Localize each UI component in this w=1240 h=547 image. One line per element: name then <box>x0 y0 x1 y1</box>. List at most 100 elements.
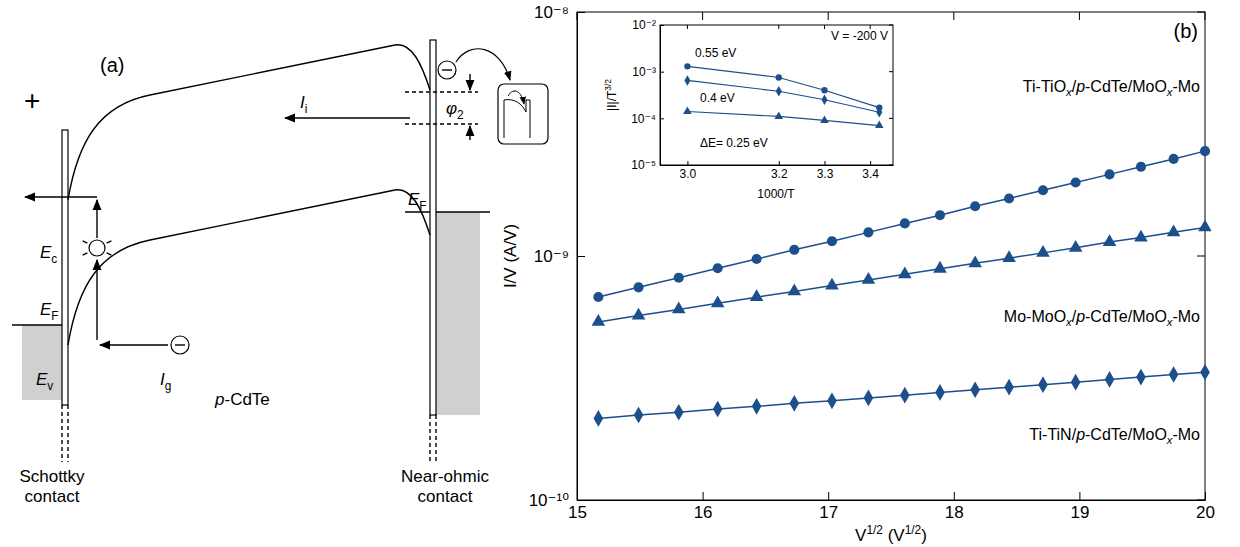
marker <box>1069 240 1083 252</box>
text-line: Near-ohmic <box>401 467 489 486</box>
y-tick-label: 10⁻³ <box>632 65 656 79</box>
text-part: 1/2 <box>905 523 922 537</box>
x-tick-label: 3.0 <box>680 167 697 181</box>
marker <box>1038 185 1048 195</box>
x-tick: 18 <box>945 492 964 522</box>
marker <box>863 227 873 237</box>
text-part: -Mo <box>1172 78 1200 95</box>
x-tick-mark-top <box>1079 12 1080 20</box>
arrow-left <box>285 117 410 118</box>
interface-right <box>430 40 436 415</box>
annotation: 0.55 eV <box>695 46 736 60</box>
marker <box>684 63 690 69</box>
y-tick-mark-right <box>889 25 893 26</box>
y-tick-mark-right <box>889 118 893 119</box>
text-line: contact <box>25 487 80 506</box>
text-part: E <box>408 190 420 209</box>
y-axis-title: I/V (A/V) <box>501 224 520 288</box>
series-line <box>687 80 879 112</box>
x-tick-label: 3.2 <box>771 167 788 181</box>
x-tick: 3.4 <box>862 161 879 181</box>
x-axis-line <box>578 500 1206 501</box>
level-dash <box>405 123 478 124</box>
x-axis-title: 1000/T <box>757 187 795 201</box>
y-tick-mark <box>577 256 585 257</box>
marker <box>634 407 644 424</box>
arrow-up <box>96 200 97 238</box>
x-tick-label: 16 <box>694 503 713 522</box>
marker <box>774 111 783 118</box>
diagram-label: Schottkycontact <box>19 467 85 506</box>
marker <box>825 278 839 290</box>
arrow-up <box>96 260 97 340</box>
y-tick-mark-right <box>1197 500 1205 501</box>
marker <box>593 292 603 302</box>
x-tick-mark-top <box>577 12 578 20</box>
text-part: CdTe/Mo <box>1090 308 1154 325</box>
x-tick-mark <box>1205 492 1206 500</box>
y-axis: 10⁻¹⁰10⁻⁹10⁻⁸ <box>529 3 585 510</box>
marker <box>711 295 725 307</box>
text-part: Ti-Ti <box>1023 78 1054 95</box>
marker <box>935 210 945 220</box>
x-tick-label: 20 <box>1196 503 1215 522</box>
y-axis-line <box>660 26 661 166</box>
marker <box>684 75 690 86</box>
y-tick-mark <box>577 12 585 13</box>
marker <box>933 261 947 273</box>
curved-arrow <box>456 49 510 80</box>
y-tick-mark-right <box>889 165 893 166</box>
metal-right <box>436 212 480 415</box>
text-part: -Mo <box>1172 426 1200 443</box>
electron-sign <box>442 69 452 70</box>
x-tick-label: 18 <box>945 503 964 522</box>
text-part: v <box>47 379 53 393</box>
marker <box>935 384 945 401</box>
series-label: Ti-TiOx/p-CdTe/MoOx-Mo <box>1023 78 1200 98</box>
diagram-label: Near-ohmiccontact <box>401 467 489 506</box>
marker <box>672 302 686 314</box>
y-axis-title: |I|/T3/2 <box>603 79 619 111</box>
arrow-left <box>25 196 97 197</box>
text-line: Schottky <box>19 467 85 486</box>
marker <box>1004 379 1014 396</box>
y-tick-mark <box>660 165 664 166</box>
marker <box>713 401 723 418</box>
y-tick: 10⁻⁴ <box>631 112 664 126</box>
y-tick: 10⁻⁹ <box>534 247 585 266</box>
interface-left-dash <box>67 405 68 462</box>
y-tick-mark <box>660 25 664 26</box>
x-tick-label: 17 <box>819 503 838 522</box>
x-tick-mark <box>870 161 871 165</box>
marker <box>750 289 764 301</box>
marker <box>1038 376 1048 393</box>
marker <box>713 263 723 273</box>
series-line <box>687 112 879 126</box>
panel-a: (a)+Iiφ2EFEcEFEvIgp-CdTeSchottkycontactN… <box>12 40 548 506</box>
text-part: I/V (A/V) <box>501 224 520 288</box>
diagram-label: + <box>24 85 40 116</box>
text-part: p <box>1075 426 1085 443</box>
marker <box>752 398 762 415</box>
diagram-label: Ec <box>40 243 57 266</box>
series-line <box>598 151 1205 297</box>
text-part: c <box>51 252 57 266</box>
text-part: V <box>855 526 867 545</box>
text-part: Mo-Mo <box>1004 308 1054 325</box>
panel-b: 15161718192010⁻¹⁰10⁻⁹10⁻⁸Ti-TiOx/p-CdTe/… <box>501 3 1215 545</box>
text-part: F <box>419 199 426 213</box>
interface-left <box>62 130 68 405</box>
x-tick-label: 3.4 <box>862 167 879 181</box>
marker <box>1103 234 1117 246</box>
y-tick-label: 10⁻⁹ <box>534 247 569 266</box>
x-tick: 3.0 <box>680 161 697 181</box>
annotation: 0.4 eV <box>700 91 735 105</box>
panel-label: (a) <box>100 54 124 76</box>
y-tick-mark <box>577 500 585 501</box>
diagram-label: EF <box>408 190 427 213</box>
text-part: p <box>1075 78 1085 95</box>
x-tick-label: 19 <box>1070 503 1089 522</box>
y-tick-mark <box>660 72 664 73</box>
marker <box>821 87 827 93</box>
conduction-band <box>68 45 430 200</box>
